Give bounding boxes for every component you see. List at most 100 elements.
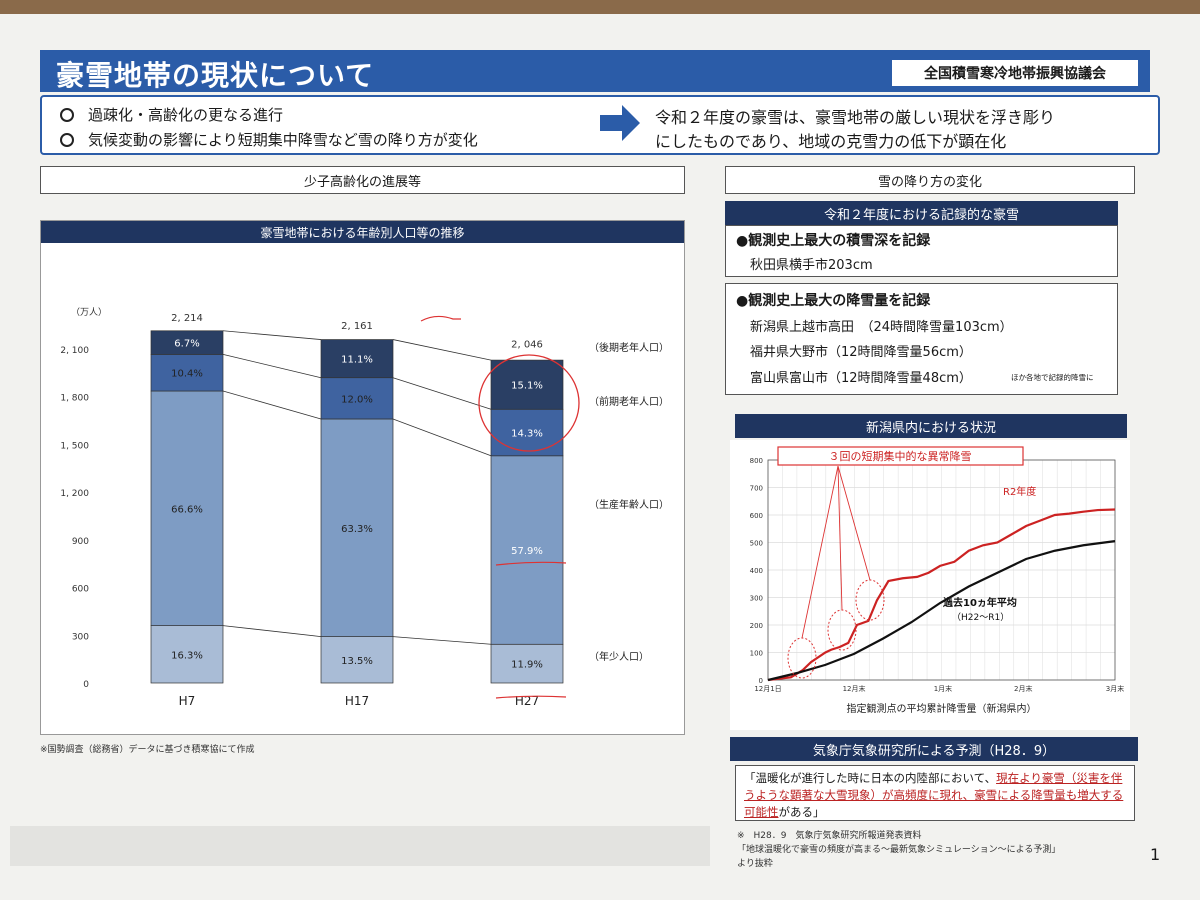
next-page-bleedthrough (10, 826, 710, 866)
fall-record-heading: ●観測史上最大の降雪量を記録 (736, 293, 931, 309)
data-label: 12.0% (341, 394, 373, 405)
series-label: （H22～R1） (952, 612, 1009, 623)
series-label: R2年度 (1003, 485, 1036, 498)
bar-segment (150, 625, 224, 684)
annotation-arrow (837, 465, 843, 611)
data-label: 57.9% (511, 546, 543, 557)
x-tick-label: H27 (515, 694, 539, 708)
red-annotation-arrow (420, 315, 461, 322)
forecast-text-part: がある」 (778, 805, 825, 819)
y-tick-label: 700 (750, 485, 763, 493)
summary-box (40, 95, 1160, 155)
red-underline (495, 695, 567, 699)
section-label-snowfall: 雪の降り方の変化 (725, 166, 1135, 194)
x-tick-label: H17 (345, 694, 369, 708)
data-label: 16.3% (171, 650, 203, 661)
connector-line (222, 353, 322, 379)
page-title: 豪雪地帯の現状について (56, 59, 375, 92)
y-tick-label: 100 (750, 650, 763, 658)
summary-bullet-1: 過疎化・高齢化の更なる進行 (60, 104, 283, 125)
series-label: （後期老年人口） (589, 341, 669, 354)
y-tick-label: 400 (750, 567, 763, 575)
x-axis-label: 指定観測点の平均累計降雪量（新潟県内） (847, 702, 1037, 715)
y-tick-label: 800 (750, 457, 763, 465)
annotation-arrow (837, 465, 871, 581)
fall-record-item: 富山県富山市（12時間降雪量48cm） (750, 371, 972, 386)
data-label: 11.1% (341, 355, 373, 366)
y-tick-label: 900 (72, 537, 89, 547)
conclusion-line-2: にしたものであり、地域の克雪力の低下が顕在化 (655, 132, 1007, 151)
population-stacked-bar-chart: （万人） 0 300 600 900 1, 200 1, 500 1, 800 2, 100 16… (60, 307, 669, 708)
connector-line (222, 390, 322, 420)
bar-segment (320, 418, 394, 637)
data-label: 66.6% (171, 504, 203, 515)
y-tick-label: 1, 500 (60, 441, 89, 451)
total-label: 2, 214 (171, 313, 203, 324)
connector-line (392, 377, 492, 410)
data-label: 15.1% (511, 381, 543, 392)
series-label: 過去10ヵ年平均 (942, 596, 1017, 609)
annotation-arrow (801, 465, 839, 639)
y-tick-label: 500 (750, 540, 763, 548)
red-underline (495, 561, 567, 566)
bar-segment (490, 455, 564, 645)
annotation-box (777, 446, 1024, 466)
series-label: （年少人口） (589, 650, 649, 663)
bar-segment (490, 359, 564, 410)
spike-circle (855, 579, 885, 621)
organization-name: 全国積雪寒冷地帯振興協議会 (890, 58, 1140, 88)
connector-line (392, 418, 492, 457)
forecast-title: 気象庁気象研究所による予測（H28．9） (730, 737, 1138, 761)
record-snow-title: 令和２年度における記録的な豪雪 (725, 201, 1118, 225)
population-footnote: ※国勢調査（総務省）データに基づき積寒協にて作成 (40, 745, 255, 755)
bar-segment (320, 339, 394, 379)
spike-circle (827, 609, 857, 651)
series-label: （生産年齢人口） (589, 498, 669, 511)
bar-segment (320, 636, 394, 684)
y-tick-label: 600 (72, 585, 89, 595)
y-tick-label: 2, 100 (60, 346, 89, 356)
forecast-highlight: 現在より豪雪（災害を伴うような顕著な大雪現象）が高頻度に現れ、豪雪による降雪量も… (744, 771, 1124, 819)
series-line (767, 540, 1116, 682)
data-label: 11.9% (511, 660, 543, 671)
total-label: 2, 161 (341, 321, 373, 332)
forecast-source-1: ※ H28．9 気象庁気象研究所報道発表資料 (737, 831, 922, 841)
connector-line (392, 636, 492, 645)
fall-record-item: 福井県大野市（12時間降雪量56cm） (750, 345, 972, 360)
connector-line (222, 625, 322, 637)
forecast-text-part: 「温暖化が進行した時に日本の内陸部において、 (744, 771, 997, 785)
x-tick-label: 3月末 (1106, 684, 1124, 693)
page-number: 1 (1150, 845, 1161, 864)
connector-line (222, 330, 322, 340)
niigata-chart-title: 新潟県内における状況 (735, 414, 1127, 438)
forecast-source-2: 「地球温暖化で豪雪の頻度が高まる～最新気象シミュレーション～による予測」 (737, 845, 1061, 855)
x-tick-label: 12月1日 (754, 685, 781, 693)
annotation-text: ３回の短期集中的な異常降雪 (829, 449, 972, 463)
total-label: 2, 046 (511, 340, 543, 351)
conclusion-line-1: 令和２年度の豪雪は、豪雪地帯の厳しい現状を浮き彫り (655, 108, 1056, 127)
circle-bullet-icon (60, 108, 74, 122)
snow-depth-record-box: ●観測史上最大の積雪深を記録 秋田県横手市203cm (725, 225, 1118, 277)
right-arrow-icon (600, 105, 640, 141)
series-line (767, 508, 1116, 682)
depth-record-item: 秋田県横手市203cm (750, 258, 873, 273)
bar-segment (150, 390, 224, 626)
y-tick-label: 600 (750, 512, 763, 520)
red-annotation-circle (478, 354, 580, 452)
y-unit-label: （万人） (71, 307, 107, 318)
bar-segment (150, 330, 224, 355)
summary-bullet-2: 気候変動の影響により短期集中降雪など雪の降り方が変化 (60, 129, 478, 150)
bar-segment (490, 643, 564, 684)
population-chart-panel: 豪雪地帯における年齢別人口等の推移 （万人） 0 300 600 900 1, 200 1,… (40, 220, 685, 735)
data-label: 13.5% (341, 656, 373, 667)
x-tick-label: H7 (179, 694, 196, 708)
y-tick-label: 0 (759, 677, 763, 685)
data-label: 6.7% (174, 339, 199, 350)
y-tick-label: 200 (750, 622, 763, 630)
forecast-text-box: 「温暖化が進行した時に日本の内陸部において、現在より豪雪（災害を伴うような顕著な… (735, 765, 1135, 821)
connector-line (392, 339, 492, 361)
data-label: 14.3% (511, 429, 543, 440)
x-tick-label: 1月末 (934, 684, 952, 693)
depth-record-heading: ●観測史上最大の積雪深を記録 (736, 233, 931, 249)
series-label: （前期老年人口） (589, 395, 669, 408)
